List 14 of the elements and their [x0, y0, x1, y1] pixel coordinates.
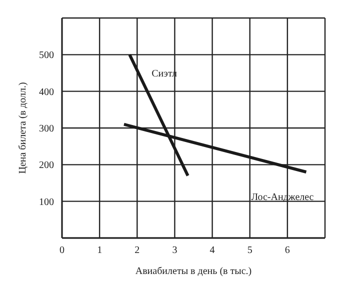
- y-axis-title: Цена билета (в долл.): [18, 82, 29, 174]
- x-tick-label: 6: [284, 245, 290, 256]
- x-tick-label: 4: [210, 245, 215, 256]
- y-tick-label: 100: [39, 196, 54, 208]
- y-tick-label: 200: [39, 160, 54, 172]
- x-tick-label: 1: [97, 245, 102, 256]
- x-tick-label: 5: [247, 245, 252, 256]
- x-tick-label: 0: [60, 245, 64, 256]
- y-tick-label: 400: [39, 86, 54, 98]
- x-tick-label: 3: [172, 245, 178, 256]
- y-tick-label: 500: [39, 50, 54, 62]
- x-tick-label: 2: [134, 245, 140, 256]
- x-axis-title: Авиабилеты в день (в тыс.): [135, 266, 252, 277]
- y-tick-label: 300: [39, 124, 54, 135]
